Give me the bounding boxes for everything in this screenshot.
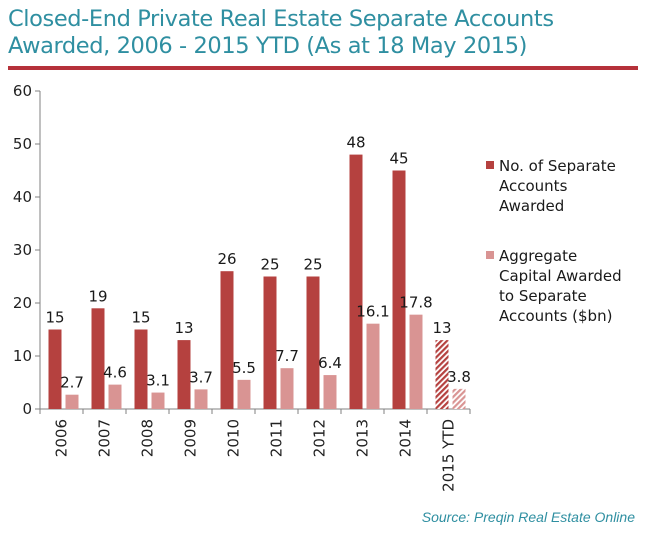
bar-capital — [237, 379, 251, 409]
x-tick-label: 2011 — [268, 419, 286, 457]
bar-accounts — [220, 271, 234, 409]
chart-title-line-2: Awarded, 2006 - 2015 YTD (As at 18 May 2… — [8, 33, 527, 59]
y-tick-label: 60 — [13, 82, 32, 100]
data-label-accounts: 26 — [217, 250, 236, 268]
data-label-accounts: 19 — [88, 287, 107, 305]
y-tick-label: 0 — [22, 400, 32, 418]
legend-accounts-line-1: No. of Separate — [499, 157, 616, 175]
legend-swatch-capital — [486, 251, 494, 259]
legend-label-capital: Aggregate Capital Awarded to Separate Ac… — [499, 246, 634, 326]
y-tick-label: 10 — [13, 347, 32, 365]
x-tick-label: 2010 — [225, 419, 243, 457]
data-label-capital: 3.8 — [447, 368, 471, 386]
bar-accounts — [134, 329, 148, 409]
bar-capital — [323, 375, 337, 409]
x-axis: 2006 2007 2008 2009 2010 2011 2012 2013 2014 2015… — [39, 408, 471, 492]
x-tick-label: 2006 — [53, 419, 71, 457]
bar-accounts — [263, 276, 277, 409]
title-divider — [8, 66, 638, 70]
data-label-capital: 7.7 — [275, 347, 299, 365]
data-label-accounts: 45 — [389, 150, 408, 168]
data-label-capital: 4.6 — [103, 364, 127, 382]
data-label-accounts: 13 — [432, 319, 451, 337]
chart-title-line-1: Closed-End Private Real Estate Separate … — [8, 6, 554, 32]
legend-label-accounts: No. of Separate Accounts Awarded — [499, 156, 634, 216]
y-tick-label: 20 — [13, 294, 32, 312]
bar-accounts — [349, 154, 363, 409]
y-tick-label: 50 — [13, 135, 32, 153]
legend-accounts-line-2: Accounts — [499, 177, 568, 195]
x-tick-label: 2014 — [397, 419, 415, 457]
data-label-capital: 3.7 — [189, 368, 213, 386]
bar-accounts — [392, 170, 406, 409]
bars — [48, 154, 466, 409]
legend-capital-line-3: to Separate — [499, 287, 587, 305]
data-label-capital: 3.1 — [146, 372, 170, 390]
bar-capital — [194, 389, 208, 409]
y-axis: 0 10 20 30 40 50 60 — [13, 82, 41, 418]
data-label-capital: 6.4 — [318, 354, 342, 372]
bar-capital — [452, 388, 466, 409]
bar-accounts — [48, 329, 62, 409]
x-tick-label: 2007 — [96, 419, 114, 457]
x-tick-label: 2009 — [182, 419, 200, 457]
data-label-capital: 17.8 — [399, 294, 432, 312]
data-label-capital: 5.5 — [232, 359, 256, 377]
legend-swatch-accounts — [486, 161, 494, 169]
source-note: Source: Preqin Real Estate Online — [421, 509, 635, 525]
x-tick-label: 2012 — [311, 419, 329, 457]
bar-accounts — [435, 340, 449, 409]
data-label-accounts: 15 — [131, 309, 150, 327]
x-tick-label: 2013 — [354, 419, 372, 457]
bar-accounts — [306, 276, 320, 409]
bar-accounts — [177, 340, 191, 409]
data-labels: 15 19 15 13 26 25 25 48 45 13 2.7 4.6 3.1 3.7 5.5 7.7 6.… — [45, 134, 470, 392]
data-label-accounts: 48 — [346, 134, 365, 152]
bar-capital — [366, 323, 380, 409]
data-label-capital: 2.7 — [60, 374, 84, 392]
y-tick-label: 40 — [13, 188, 32, 206]
data-label-capital: 16.1 — [356, 303, 389, 321]
bar-capital — [65, 394, 79, 409]
x-tick-label: 2015 YTD — [440, 419, 458, 492]
legend-capital-line-4: Accounts ($bn) — [499, 307, 613, 325]
bar-capital — [151, 392, 165, 409]
data-label-accounts: 25 — [303, 256, 322, 274]
bar-capital — [108, 384, 122, 409]
legend-accounts-line-3: Awarded — [499, 197, 565, 215]
y-tick-label: 30 — [13, 241, 32, 259]
data-label-accounts: 15 — [45, 309, 64, 327]
data-label-accounts: 25 — [260, 256, 279, 274]
legend-capital-line-1: Aggregate — [499, 247, 578, 265]
x-tick-label: 2008 — [139, 419, 157, 457]
bar-capital — [409, 314, 423, 409]
bar-accounts — [91, 308, 105, 409]
data-label-accounts: 13 — [174, 319, 193, 337]
chart-title: Closed-End Private Real Estate Separate … — [8, 6, 638, 60]
bar-capital — [280, 368, 294, 409]
legend-capital-line-2: Capital Awarded — [499, 267, 622, 285]
